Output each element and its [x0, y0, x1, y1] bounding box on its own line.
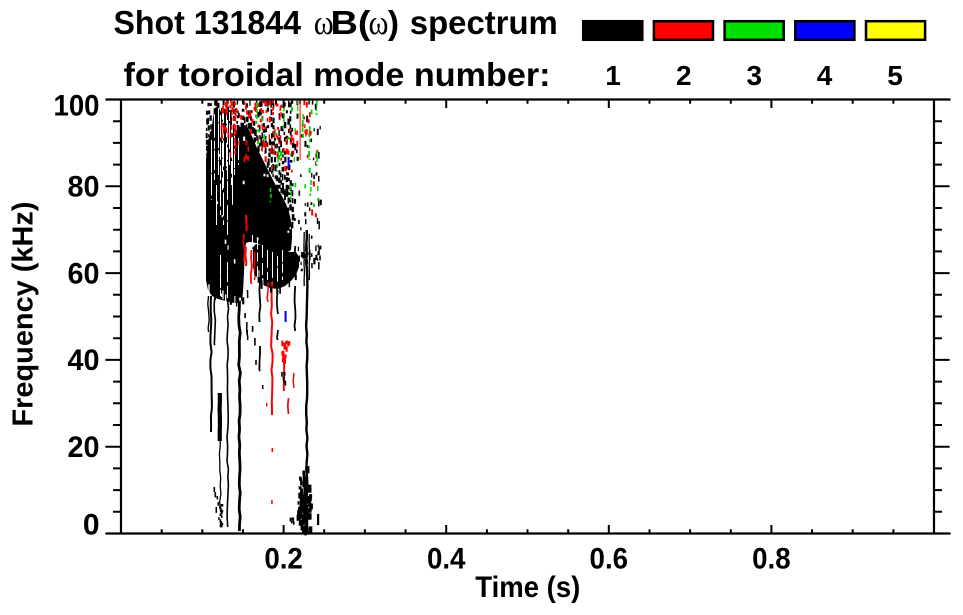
svg-text:0: 0 — [83, 509, 100, 542]
svg-text:0.6: 0.6 — [590, 543, 629, 576]
svg-text:ω: ω — [369, 3, 389, 42]
svg-text:ω: ω — [314, 3, 334, 42]
svg-text:spectrum: spectrum — [410, 5, 558, 42]
svg-text:80: 80 — [68, 170, 100, 203]
svg-text:1: 1 — [605, 60, 621, 91]
svg-text:3: 3 — [747, 60, 763, 91]
svg-text:40: 40 — [68, 344, 100, 377]
svg-text:0.8: 0.8 — [752, 543, 791, 576]
svg-text:for toroidal mode number:: for toroidal mode number: — [124, 57, 551, 94]
svg-text:2: 2 — [676, 60, 692, 91]
svg-text:): ) — [388, 5, 399, 42]
svg-text:Shot 131844: Shot 131844 — [114, 5, 302, 42]
svg-text:5: 5 — [887, 60, 903, 91]
svg-text:0.4: 0.4 — [427, 543, 466, 576]
svg-text:0.2: 0.2 — [264, 543, 303, 576]
svg-text:B(: B( — [331, 5, 372, 42]
svg-text:4: 4 — [817, 60, 833, 91]
svg-text:Time (s): Time (s) — [475, 571, 580, 604]
svg-text:100: 100 — [54, 90, 100, 123]
svg-text:20: 20 — [68, 431, 100, 464]
svg-text:60: 60 — [68, 257, 100, 290]
svg-text:Frequency (kHz): Frequency (kHz) — [8, 202, 40, 427]
